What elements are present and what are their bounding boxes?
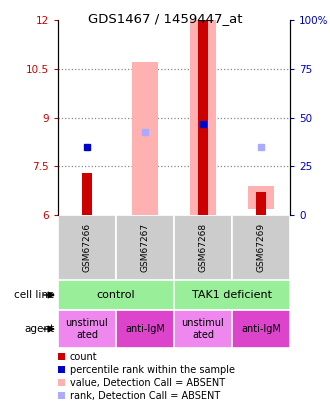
Text: anti-IgM: anti-IgM xyxy=(125,324,165,334)
Bar xyxy=(232,310,290,348)
Bar xyxy=(58,310,116,348)
Bar xyxy=(256,192,266,215)
Text: anti-IgM: anti-IgM xyxy=(241,324,281,334)
Bar xyxy=(116,310,174,348)
Text: rank, Detection Call = ABSENT: rank, Detection Call = ABSENT xyxy=(70,391,220,401)
Text: TAK1 deficient: TAK1 deficient xyxy=(192,290,272,300)
Bar xyxy=(116,215,174,280)
Bar xyxy=(132,62,158,215)
Text: unstimul
ated: unstimul ated xyxy=(66,318,108,340)
Bar xyxy=(58,379,65,386)
Bar xyxy=(58,215,116,280)
Text: GSM67268: GSM67268 xyxy=(199,223,208,272)
Bar xyxy=(174,310,232,348)
Text: control: control xyxy=(97,290,135,300)
Bar xyxy=(198,20,208,215)
Bar xyxy=(174,215,232,280)
Bar xyxy=(58,280,174,310)
Text: unstimul
ated: unstimul ated xyxy=(182,318,224,340)
Bar xyxy=(232,215,290,280)
Text: count: count xyxy=(70,352,98,362)
Text: percentile rank within the sample: percentile rank within the sample xyxy=(70,364,235,375)
Bar xyxy=(58,366,65,373)
Bar xyxy=(58,392,65,399)
Text: agent: agent xyxy=(24,324,55,334)
Text: GSM67269: GSM67269 xyxy=(256,223,266,272)
Bar xyxy=(190,20,216,215)
Text: cell line: cell line xyxy=(14,290,55,300)
Bar xyxy=(58,353,65,360)
Bar xyxy=(248,186,274,209)
Text: GSM67267: GSM67267 xyxy=(141,223,149,272)
Text: GDS1467 / 1459447_at: GDS1467 / 1459447_at xyxy=(88,12,242,25)
Bar xyxy=(174,280,290,310)
Text: GSM67266: GSM67266 xyxy=(82,223,91,272)
Bar xyxy=(82,173,92,215)
Text: value, Detection Call = ABSENT: value, Detection Call = ABSENT xyxy=(70,378,225,388)
